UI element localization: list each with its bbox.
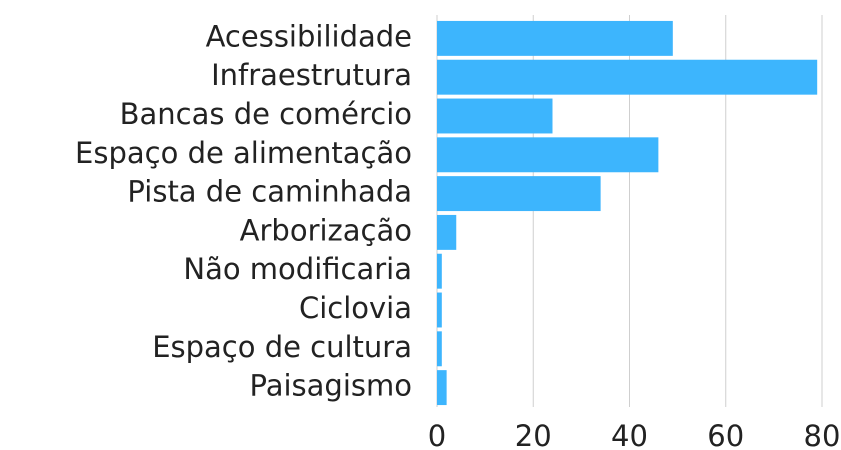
y-tick-label: Não modificaria (183, 252, 412, 286)
y-tick-label: Infraestrutura (211, 58, 412, 92)
y-tick-label: Arborização (240, 213, 412, 247)
bar (437, 98, 553, 134)
bar (437, 292, 442, 328)
x-tick-label: 20 (515, 419, 552, 450)
bar (437, 370, 447, 406)
y-tick-label: Acessibilidade (206, 19, 412, 53)
bar (437, 137, 659, 173)
bar (437, 20, 673, 56)
y-tick-label: Ciclovia (299, 291, 412, 325)
bar (437, 331, 442, 367)
bar (437, 176, 601, 212)
bar (437, 214, 457, 250)
bar (437, 59, 818, 95)
bar (437, 253, 442, 289)
y-tick-label: Espaço de alimentação (75, 136, 412, 170)
x-tick-label: 0 (428, 419, 446, 450)
x-tick-label: 60 (707, 419, 744, 450)
y-tick-label: Pista de caminhada (127, 175, 412, 209)
y-tick-label: Bancas de comércio (120, 97, 412, 131)
x-tick-label: 40 (611, 419, 648, 450)
y-tick-label: Paisagismo (250, 369, 412, 403)
y-tick-label: Espaço de cultura (152, 330, 412, 364)
x-tick-label: 80 (804, 419, 841, 450)
